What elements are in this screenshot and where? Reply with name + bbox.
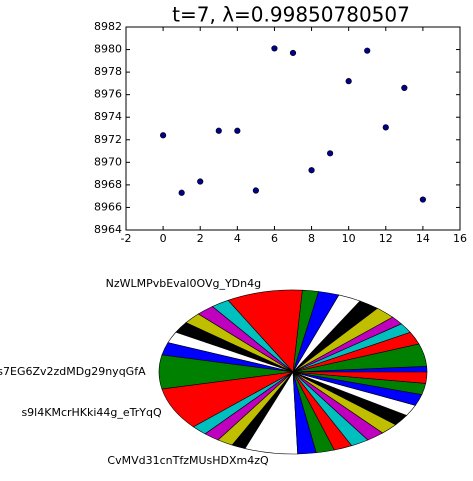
x-tick-label: 12 xyxy=(379,232,393,245)
plot-frame xyxy=(125,26,461,231)
wedge-label: NzWLMPvbEval0OVg_YDn4g xyxy=(106,277,262,290)
point xyxy=(178,189,185,196)
y-tick-label: 8982 xyxy=(94,20,122,33)
point xyxy=(382,124,389,131)
point xyxy=(419,196,426,203)
point xyxy=(271,45,278,52)
wedge xyxy=(292,371,428,384)
y-tick-label: 8978 xyxy=(94,65,122,78)
wedge-label: ts7EG6Zv2zdMDg29nyqGfA xyxy=(0,365,146,378)
wedge-label: CvMVd31cnTfzMUsHDXm4zQ xyxy=(107,454,269,467)
x-tick-label: 16 xyxy=(453,232,467,245)
point xyxy=(234,127,241,134)
x-tick-label: 6 xyxy=(271,232,278,245)
x-tick-label: 14 xyxy=(416,232,430,245)
point xyxy=(160,132,167,139)
y-tick-label: 8974 xyxy=(94,110,122,123)
point xyxy=(252,187,259,194)
y-tick-label: 8968 xyxy=(94,178,122,191)
chart-title: t=7, λ=0.99850780507 xyxy=(172,3,410,27)
x-tick-label: 8 xyxy=(308,232,315,245)
point xyxy=(289,49,297,57)
x-tick-label: 4 xyxy=(234,232,241,245)
point xyxy=(215,127,222,134)
y-tick-label: 8976 xyxy=(94,88,122,101)
x-tick-label: 0 xyxy=(160,232,167,245)
x-tick-label: 10 xyxy=(342,232,356,245)
point xyxy=(345,78,352,85)
point xyxy=(364,47,371,54)
point xyxy=(197,178,204,185)
point xyxy=(401,84,408,91)
x-tick-label: 2 xyxy=(197,232,204,245)
point xyxy=(308,167,315,174)
wedge-label: s9l4KMcrHKki44g_eTrYqQ xyxy=(21,406,162,419)
y-tick-label: 8980 xyxy=(94,43,122,56)
x-tick-label: -2 xyxy=(121,232,132,245)
point xyxy=(327,150,334,157)
y-tick-label: 8970 xyxy=(94,155,122,168)
y-tick-label: 8964 xyxy=(94,223,122,236)
y-tick-label: 8972 xyxy=(94,133,122,146)
wedge xyxy=(227,289,303,373)
y-tick-label: 8966 xyxy=(94,200,122,213)
